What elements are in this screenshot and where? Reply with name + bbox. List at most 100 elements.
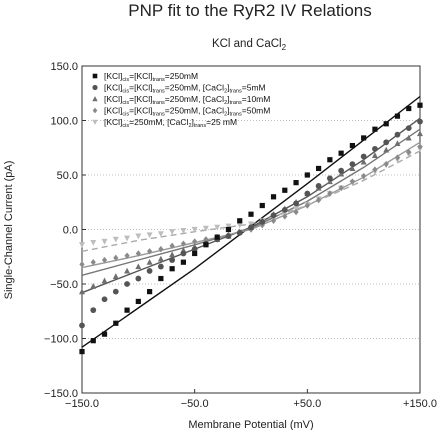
data-point <box>146 259 153 265</box>
legend-text-part: cis <box>122 100 129 106</box>
data-point <box>112 288 119 295</box>
legend-text-part: trans <box>153 100 165 106</box>
data-point <box>124 252 130 259</box>
data-point <box>101 331 108 337</box>
data-point <box>417 130 423 137</box>
data-point <box>383 160 389 168</box>
fit-line <box>81 141 421 269</box>
data-point <box>338 184 344 192</box>
legend: [KCl]cis=[KCl]trans=250mM[KCl]cis=[KCl]t… <box>92 71 270 129</box>
data-point <box>135 263 142 270</box>
fit-line <box>81 150 421 252</box>
x-axis-label: Membrane Potential (mV) <box>188 419 313 430</box>
data-point <box>327 157 333 163</box>
legend-text-part: =5mM <box>242 83 266 93</box>
legend-text-part: cis <box>122 77 129 83</box>
data-point <box>192 250 198 257</box>
data-point <box>169 266 175 272</box>
chart-title: PNP fit to the RyR2 IV Relations <box>128 1 371 20</box>
data-point <box>147 289 153 295</box>
y-axis-ticks: −150.0 −100.0 −50.0 0.0 50.0 100.0 150.0 <box>44 61 86 400</box>
legend-text-part: 2 <box>224 89 227 95</box>
data-point <box>192 238 198 245</box>
y-tick-label: 0.0 <box>63 225 78 237</box>
data-point <box>304 202 310 209</box>
data-point <box>191 226 198 233</box>
legend-text-part: =[KCl] <box>129 83 152 93</box>
data-point <box>202 225 209 232</box>
data-point <box>79 261 85 268</box>
data-point <box>101 256 108 264</box>
data-point <box>135 298 141 305</box>
legend-text-part: cis <box>122 89 129 95</box>
chart-subtitle-subscript: 2 <box>282 43 287 52</box>
data-point <box>270 212 277 219</box>
data-point <box>394 154 401 161</box>
data-point <box>361 135 367 141</box>
data-point <box>405 134 412 141</box>
data-point <box>259 202 265 209</box>
y-tick-label: −100.0 <box>44 334 78 346</box>
data-point <box>349 165 356 172</box>
data-point <box>315 183 322 189</box>
legend-text-part: =250mM, [CaCl <box>129 117 188 127</box>
data-point <box>112 236 119 243</box>
data-point <box>360 153 367 160</box>
data-point <box>327 190 333 197</box>
data-point <box>214 234 220 240</box>
data-point <box>383 121 389 127</box>
legend-text-part: ] <box>192 117 194 127</box>
data-point <box>394 113 401 119</box>
data-point <box>112 273 119 279</box>
data-point <box>203 242 209 248</box>
legend-marker <box>92 119 98 125</box>
data-point <box>259 218 266 225</box>
data-point <box>371 152 378 158</box>
data-point <box>236 222 243 229</box>
data-point <box>101 238 108 245</box>
y-tick-label: −50.0 <box>50 279 78 291</box>
legend-text-part: [KCl] <box>104 94 122 104</box>
legend-text-part: cis <box>122 112 129 118</box>
data-point <box>349 161 356 168</box>
data-point <box>180 259 186 265</box>
legend-text-part: [KCl] <box>104 83 122 93</box>
data-point <box>372 145 378 152</box>
data-point <box>304 172 310 178</box>
legend-text-part: =50mM <box>242 106 271 116</box>
legend-text-part: trans <box>153 77 165 83</box>
data-point <box>282 213 288 220</box>
legend-text-part: trans <box>230 89 242 95</box>
legend-entry: [KCl]cis=[KCl]trans=250mM, [CaCl2]trans=… <box>104 106 270 118</box>
legend-text-part: trans <box>230 112 242 118</box>
data-point <box>406 105 412 112</box>
legend-text-part: ] <box>227 94 229 104</box>
data-point <box>180 227 187 234</box>
data-point <box>372 126 378 132</box>
data-point <box>270 217 277 224</box>
legend-text-part: trans <box>153 89 165 95</box>
legend-text-part: =250mM, [CaCl <box>165 83 224 93</box>
data-point <box>405 125 412 132</box>
x-axis-ticks: −150.0 −50.0 +50.0 +150.0 <box>65 389 437 410</box>
legend-entry: [KCl]cis=250mM, [CaCl2]trans=25 mM <box>104 117 237 129</box>
data-point <box>417 118 423 125</box>
data-point <box>225 226 232 233</box>
data-point <box>372 166 378 173</box>
legend-entry: [KCl]cis=[KCl]trans=250mM, [CaCl2]trans=… <box>104 83 266 95</box>
data-point <box>90 338 96 344</box>
legend-marker <box>92 107 98 114</box>
data-point <box>113 254 119 262</box>
data-point <box>225 233 232 239</box>
legend-text-part: =[KCl] <box>129 106 152 116</box>
data-point <box>281 206 288 213</box>
data-point <box>361 172 367 180</box>
data-point <box>169 242 175 250</box>
data-point <box>236 229 243 236</box>
y-tick-label: 50.0 <box>57 170 78 182</box>
y-axis-label: Single-Channel Current (pA) <box>3 161 15 300</box>
data-point <box>383 146 390 153</box>
data-point <box>124 307 130 313</box>
legend-text-part: 2 <box>224 100 227 106</box>
data-point <box>293 180 299 186</box>
